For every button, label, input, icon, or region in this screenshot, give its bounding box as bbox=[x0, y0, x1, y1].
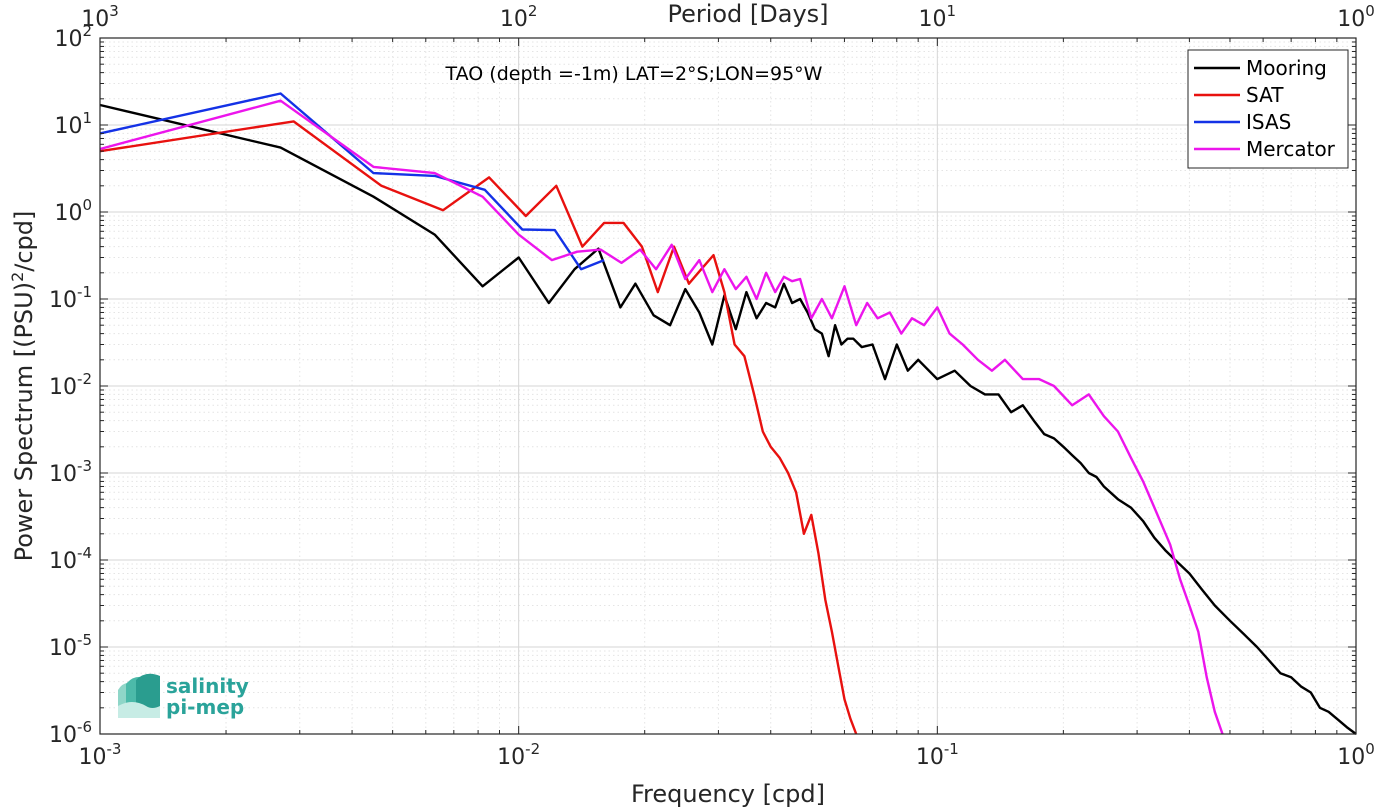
x-axis-label: Frequency [cpd] bbox=[631, 780, 825, 808]
y-axis-label-main: Power Spectrum [(PSU) bbox=[10, 282, 38, 561]
x-tick-label-exp: -1 bbox=[944, 740, 959, 758]
y-tick-label-base: 10 bbox=[54, 27, 82, 52]
x-tick-label: 10-1 bbox=[916, 740, 959, 770]
x-tick-label-exp: 0 bbox=[1365, 740, 1375, 758]
y-tick-label-exp: -5 bbox=[77, 631, 92, 649]
x-tick-label-exp: -2 bbox=[525, 740, 540, 758]
top-tick-label: 102 bbox=[500, 2, 538, 32]
y-tick-label-exp: -1 bbox=[77, 283, 92, 301]
x-tick-label-base: 10 bbox=[79, 745, 107, 770]
legend-label-isas: ISAS bbox=[1246, 110, 1291, 134]
axis-ticks bbox=[99, 38, 1356, 735]
top-axis-label: Period [Days] bbox=[667, 0, 828, 28]
y-axis-label-unit: /cpd] bbox=[10, 211, 38, 272]
y-tick-label-exp: 0 bbox=[82, 196, 92, 214]
top-tick-label: 101 bbox=[919, 2, 957, 32]
x-tick-label-exp: -3 bbox=[107, 740, 122, 758]
y-tick-label-base: 10 bbox=[49, 549, 77, 574]
y-tick-label: 10-5 bbox=[49, 631, 92, 661]
top-tick-label: 103 bbox=[81, 2, 119, 32]
series-layer bbox=[99, 92, 1357, 735]
y-tick-label: 10-4 bbox=[49, 544, 92, 574]
y-tick-label-base: 10 bbox=[49, 288, 77, 313]
y-tick-label-exp: -3 bbox=[77, 457, 92, 475]
top-tick-label-exp: 1 bbox=[947, 2, 957, 20]
top-tick-label-base: 10 bbox=[500, 7, 528, 32]
y-tick-label-exp: -6 bbox=[77, 718, 92, 736]
top-tick-label-exp: 3 bbox=[109, 2, 119, 20]
x-tick-label-base: 10 bbox=[497, 745, 525, 770]
y-tick-label: 100 bbox=[54, 196, 92, 226]
waves-icon bbox=[118, 673, 160, 718]
logo-text-salinity: salinity bbox=[166, 674, 249, 698]
x-tick-label-base: 10 bbox=[916, 745, 944, 770]
chart-annotation: TAO (depth =-1m) LAT=2°S;LON=95°W bbox=[445, 63, 823, 85]
y-tick-label-base: 10 bbox=[49, 636, 77, 661]
y-tick-label-exp: 1 bbox=[82, 109, 92, 127]
y-tick-label-exp: -4 bbox=[77, 544, 92, 562]
x-tick-label: 10-3 bbox=[79, 740, 122, 770]
y-axis-label: Power Spectrum [(PSU)2/cpd] bbox=[8, 211, 39, 562]
top-tick-label-exp: 2 bbox=[528, 2, 538, 20]
salinity-pi-mep-logo: salinity pi-mep bbox=[118, 673, 249, 719]
y-tick-label-exp: 2 bbox=[82, 22, 92, 40]
legend-label-mooring: Mooring bbox=[1246, 56, 1327, 80]
y-tick-label: 10-2 bbox=[49, 370, 92, 400]
top-tick-label-base: 10 bbox=[919, 7, 947, 32]
top-tick-label-base: 10 bbox=[1337, 7, 1365, 32]
y-tick-label: 102 bbox=[54, 22, 92, 52]
x-tick-label: 10-2 bbox=[497, 740, 540, 770]
series-line-sat bbox=[99, 120, 858, 735]
y-tick-label-base: 10 bbox=[54, 114, 82, 139]
y-tick-label: 101 bbox=[54, 109, 92, 139]
top-tick-label: 100 bbox=[1337, 2, 1375, 32]
series-line-mercator bbox=[99, 99, 1224, 735]
logo-text-pi-mep: pi-mep bbox=[166, 695, 244, 719]
legend-label-mercator: Mercator bbox=[1246, 137, 1336, 161]
y-tick-label-base: 10 bbox=[49, 462, 77, 487]
x-tick-label: 100 bbox=[1337, 740, 1375, 770]
top-tick-label-base: 10 bbox=[81, 7, 109, 32]
y-tick-label-base: 10 bbox=[54, 201, 82, 226]
y-tick-label: 10-6 bbox=[49, 718, 92, 748]
y-tick-label-base: 10 bbox=[49, 723, 77, 748]
y-tick-label: 10-1 bbox=[49, 283, 92, 313]
y-tick-label: 10-3 bbox=[49, 457, 92, 487]
y-tick-label-exp: -2 bbox=[77, 370, 92, 388]
legend: Mooring SAT ISAS Mercator bbox=[1187, 49, 1349, 169]
x-tick-label-base: 10 bbox=[1337, 745, 1365, 770]
legend-label-sat: SAT bbox=[1246, 83, 1284, 107]
top-tick-label-exp: 0 bbox=[1365, 2, 1375, 20]
series-line-mooring bbox=[99, 103, 1357, 735]
y-tick-label-base: 10 bbox=[49, 375, 77, 400]
y-axis-label-sup: 2 bbox=[8, 272, 27, 282]
series-line-isas bbox=[99, 92, 605, 271]
